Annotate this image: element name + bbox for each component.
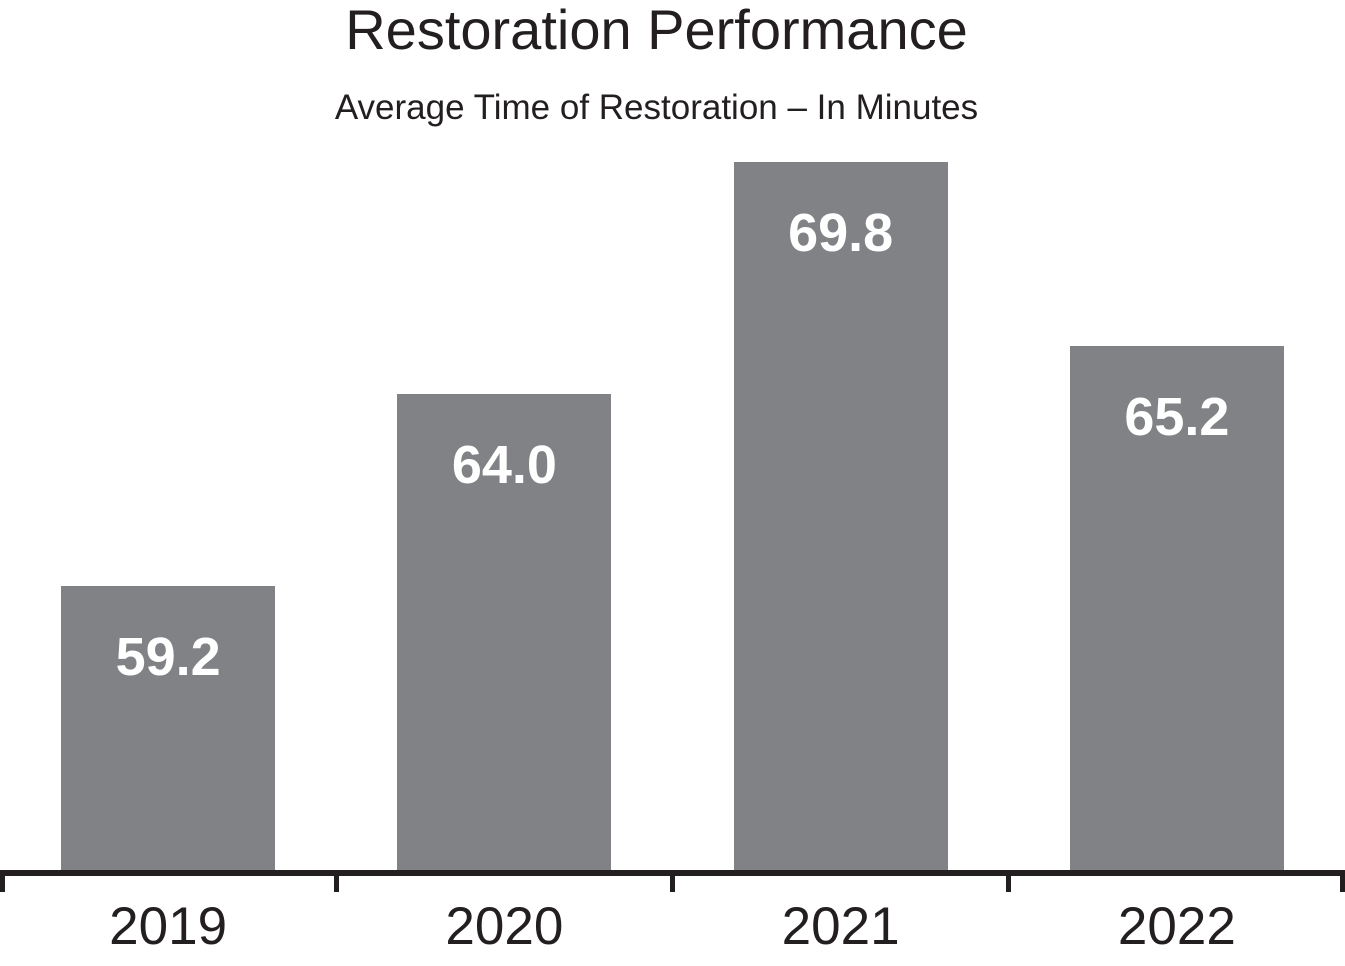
x-axis-label-2022: 2022 (1117, 897, 1236, 956)
chart-subtitle: Average Time of Restoration – In Minutes (334, 88, 979, 127)
x-axis-label-2021: 2021 (781, 897, 900, 956)
x-axis-tick (333, 876, 339, 892)
bar-2022: 65.2 (1069, 346, 1284, 870)
bar-value-label-2020: 64.0 (451, 435, 557, 495)
x-axis-line (0, 870, 1345, 876)
bar-value-label-2019: 59.2 (115, 627, 221, 687)
x-axis-tick (1006, 876, 1012, 892)
x-axis-tick (670, 876, 675, 892)
x-axis-label-2020: 2020 (445, 897, 564, 956)
bar-2019: 59.2 (61, 586, 276, 870)
x-axis-tick (0, 876, 5, 892)
x-axis-label-2019: 2019 (109, 897, 228, 956)
bar-value-label-2021: 69.8 (788, 203, 894, 263)
x-axis-tick (1340, 876, 1345, 892)
bar-value-label-2022: 65.2 (1124, 387, 1230, 447)
bar-2021: 69.8 (733, 162, 948, 870)
bar-2020: 64.0 (397, 394, 612, 870)
chart-title: Restoration Performance (345, 0, 968, 61)
